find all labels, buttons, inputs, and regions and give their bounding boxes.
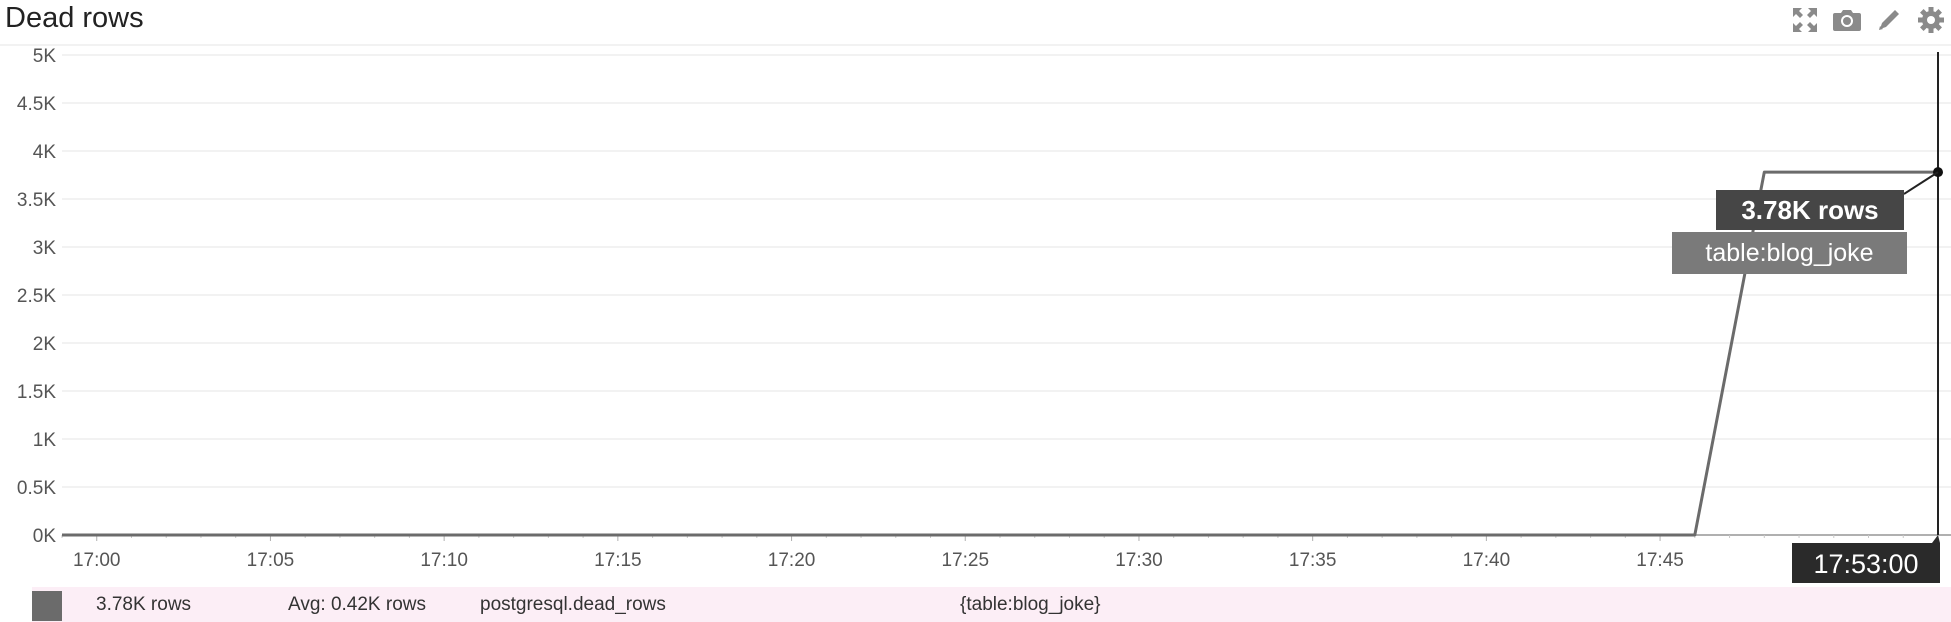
- x-axis: 17:00 17:05 17:10 17:15 17:20 17:25 17:30 17:35…: [61, 535, 1939, 571]
- hover-time-box: [1792, 543, 1940, 583]
- x-tick-label: 17:10: [420, 550, 468, 571]
- hover-value-box: [1716, 190, 1904, 230]
- y-tick-label: 0.5K: [17, 478, 56, 499]
- y-tick-label: 0K: [33, 526, 57, 547]
- hover-leader: [1903, 171, 1939, 195]
- gear-icon: [1918, 7, 1944, 33]
- y-tick-label: 4.5K: [17, 94, 56, 115]
- x-tick-label: 17:00: [73, 550, 121, 571]
- legend-swatch: [32, 591, 62, 621]
- hover-layer: 3.78K rows table:blog_joke 17:53:00: [1672, 52, 1943, 583]
- x-tick-label: 17:35: [1289, 550, 1337, 571]
- grid-lines: [62, 54, 1951, 536]
- camera-icon: [1833, 10, 1861, 31]
- x-tick-label: 17:15: [594, 550, 642, 571]
- hover-tag-box: [1672, 232, 1907, 274]
- x-tick-label: 17:30: [1115, 550, 1163, 571]
- y-tick-label: 3K: [33, 238, 57, 259]
- y-tick-label: 2.5K: [17, 286, 56, 307]
- legend-metric: postgresql.dead_rows: [480, 594, 666, 615]
- y-axis: 0K 0.5K 1K 1.5K 2K 2.5K 3K 3.5K 4K 4.5K 5K: [17, 46, 56, 547]
- y-tick-label: 1.5K: [17, 382, 56, 403]
- widget-toolbar: [1789, 4, 1947, 36]
- y-tick-label: 2K: [33, 334, 57, 355]
- snapshot-button[interactable]: [1831, 4, 1863, 36]
- x-tick-label: 17:20: [768, 550, 816, 571]
- series-layer: [62, 170, 1938, 537]
- edit-button[interactable]: [1873, 4, 1905, 36]
- series-line-dead-rows[interactable]: [62, 170, 1938, 537]
- settings-button[interactable]: [1915, 4, 1947, 36]
- legend-value: 3.78K rows: [96, 594, 192, 615]
- y-tick-label: 5K: [33, 46, 57, 67]
- x-tick-label: 17:45: [1636, 550, 1684, 571]
- expand-button[interactable]: [1789, 4, 1821, 36]
- hover-time-pointer: [1932, 535, 1940, 543]
- y-tick-label: 3.5K: [17, 190, 56, 211]
- hover-value-label: 3.78K rows: [1741, 195, 1878, 225]
- legend-avg: Avg: 0.42K rows: [288, 594, 427, 615]
- y-tick-label: 1K: [33, 430, 57, 451]
- x-tick-label: 17:40: [1463, 550, 1511, 571]
- x-tick-label: 17:25: [941, 550, 989, 571]
- y-tick-label: 4K: [33, 142, 57, 163]
- widget-title: Dead rows: [5, 2, 144, 34]
- legend-scope: {table:blog_joke}: [960, 594, 1101, 615]
- legend-row[interactable]: 3.78K rows Avg: 0.42K rows postgresql.de…: [32, 587, 1951, 622]
- expand-icon: [1793, 8, 1817, 32]
- x-tick-label: 17:05: [247, 550, 295, 571]
- hover-tag-label: table:blog_joke: [1705, 239, 1873, 267]
- pencil-icon: [1879, 10, 1899, 30]
- hover-time-label: 17:53:00: [1813, 549, 1918, 579]
